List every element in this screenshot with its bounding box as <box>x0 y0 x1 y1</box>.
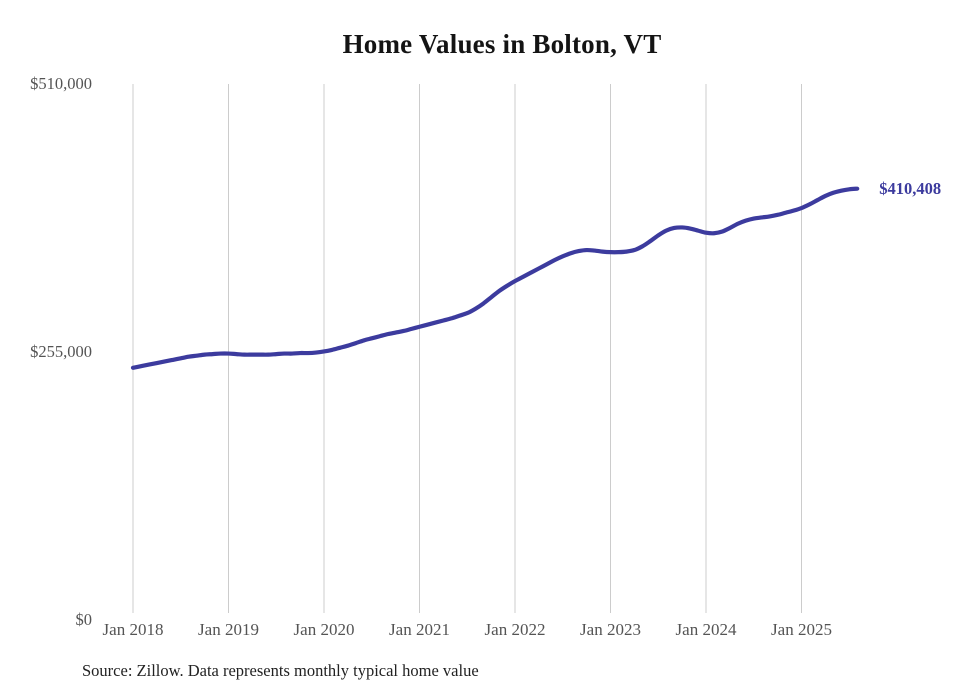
page-title: Home Values in Bolton, VT <box>342 29 662 59</box>
source-note: Source: Zillow. Data represents monthly … <box>82 661 479 680</box>
x-tick-label-jan-2018: Jan 2018 <box>102 620 164 639</box>
gridlines-group <box>132 84 802 613</box>
x-tick-label-jan-2019: Jan 2019 <box>198 620 259 639</box>
x-tick-label-jan-2022: Jan 2022 <box>484 620 546 639</box>
y-tick-label-255000: $255,000 <box>30 342 92 361</box>
x-tick-label-jan-2020: Jan 2020 <box>293 620 355 639</box>
x-tick-label-jan-2025: Jan 2025 <box>771 620 832 639</box>
y-tick-label-0: $0 <box>75 610 93 629</box>
x-tick-label-jan-2024: Jan 2024 <box>675 620 737 639</box>
x-tick-label-jan-2021: Jan 2021 <box>389 620 450 639</box>
x-tick-label-jan-2023: Jan 2023 <box>580 620 641 639</box>
end-value-annotation: $410,408 <box>879 178 942 198</box>
y-tick-label-510000: $510,000 <box>30 74 92 93</box>
value-line-series <box>130 186 860 370</box>
